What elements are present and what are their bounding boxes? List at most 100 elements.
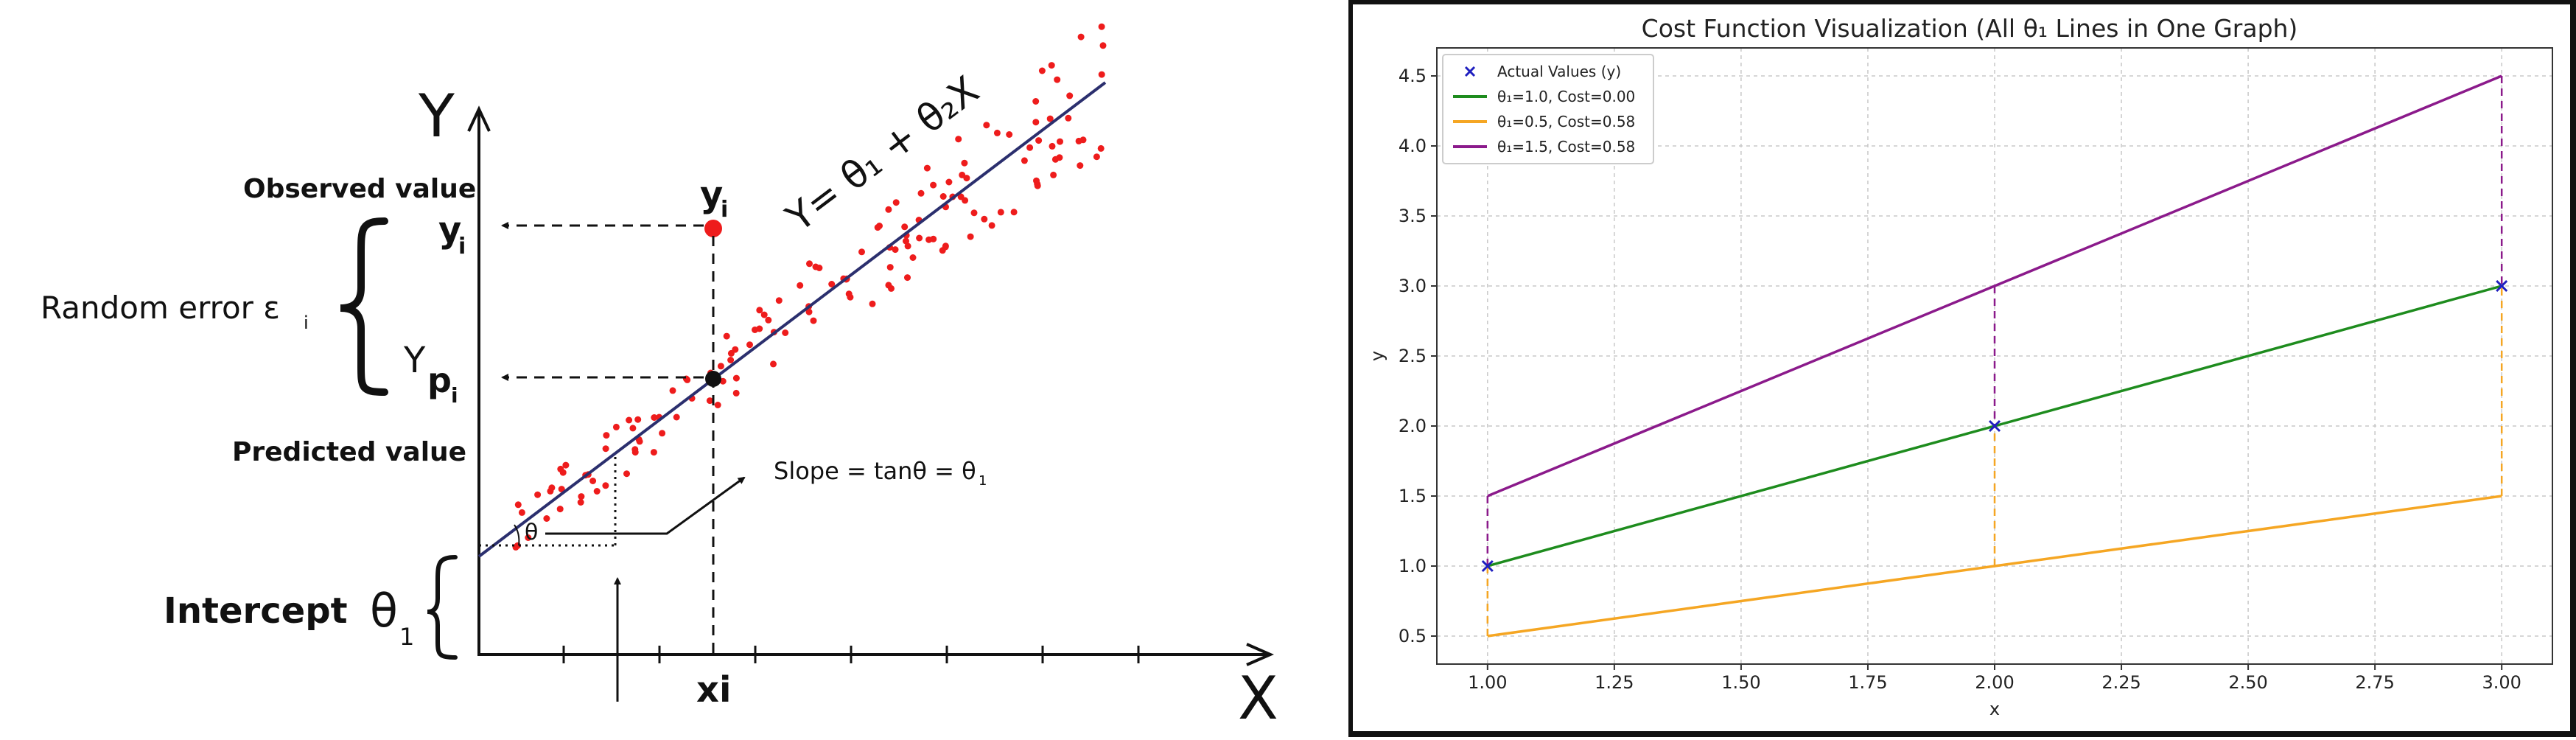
scatter-point	[967, 233, 974, 240]
scatter-point	[732, 374, 740, 382]
scatter-point	[602, 445, 609, 453]
legend-item: θ₁=1.0, Cost=0.00	[1453, 88, 1635, 105]
scatter-point	[1093, 153, 1100, 161]
scatter-point	[518, 509, 525, 516]
svg-text:1: 1	[979, 473, 987, 489]
x-axis-title: x	[1989, 699, 2000, 719]
scatter-point	[981, 215, 988, 223]
y-tick-label: 1.0	[1399, 556, 1427, 576]
scatter-point	[562, 461, 570, 469]
scatter-point	[916, 234, 923, 242]
svg-text:i: i	[451, 383, 458, 408]
yi-point-label: y i	[700, 174, 728, 223]
scatter-point	[629, 425, 637, 432]
x-tick-label: 1.50	[1721, 672, 1760, 693]
equation-label: Y= θ₁ + θ₂X	[778, 68, 987, 241]
scatter-point	[942, 243, 949, 251]
svg-text:θ: θ	[370, 584, 398, 638]
chart-svg: Cost Function Visualization (All θ₁ Line…	[1353, 4, 2570, 731]
svg-text:y: y	[438, 209, 461, 251]
scatter-point	[959, 171, 966, 178]
legend-label: θ₁=1.5, Cost=0.58	[1497, 138, 1635, 156]
intercept-brace	[427, 555, 458, 660]
theta-label: θ	[525, 520, 538, 545]
y-tick-label: 0.5	[1399, 626, 1427, 646]
xi-label: xi	[696, 669, 731, 711]
scatter-point	[1051, 156, 1059, 163]
scatter-point	[970, 209, 978, 217]
scatter-point	[1010, 209, 1018, 216]
legend-item: θ₁=0.5, Cost=0.58	[1453, 113, 1635, 130]
x-tick-label: 1.75	[1848, 672, 1887, 693]
regression-diagram: Y X θ Y= θ₁ + θ₂X Observed value y i y i…	[41, 23, 1278, 733]
svg-text:p: p	[427, 360, 452, 400]
x-tick-label: 2.25	[2101, 672, 2141, 693]
scatter-point	[962, 197, 969, 204]
scatter-point	[626, 416, 633, 424]
scatter-point	[892, 199, 900, 206]
intercept-label: Intercept θ 1	[164, 584, 414, 651]
scatter-point	[717, 363, 724, 370]
scatter-point	[669, 387, 676, 394]
actual-value-marker	[2496, 279, 2508, 293]
scatter-point	[577, 499, 584, 506]
legend-box	[1442, 54, 1654, 164]
series-line	[1487, 74, 2502, 498]
x-axis-arrow	[1246, 643, 1274, 666]
scatter-point	[770, 360, 777, 368]
scatter-point	[1046, 115, 1054, 122]
scatter-point	[869, 300, 876, 307]
observed-value-label: Observed value	[243, 174, 476, 204]
scatter-point	[1077, 33, 1085, 41]
scatter-point	[903, 237, 909, 245]
legend-item: θ₁=1.5, Cost=0.58	[1453, 138, 1635, 156]
scatter-point	[1032, 98, 1040, 105]
scatter-point	[727, 357, 735, 363]
svg-text:y: y	[700, 174, 723, 215]
x-tick-label: 2.50	[2228, 672, 2267, 693]
scatter-point	[578, 493, 585, 500]
scatter-point	[997, 209, 1004, 216]
scatter-point	[593, 488, 601, 495]
scatter-point	[805, 308, 813, 315]
scatter-point	[756, 307, 763, 314]
predicted-value-label: Predicted value	[232, 437, 466, 467]
slope-label: Slope = tanθ = θ 1	[774, 457, 987, 489]
actual-value-markers	[1481, 279, 2508, 573]
scatter-point	[892, 246, 899, 254]
scatter-point	[886, 264, 894, 271]
scatter-point	[556, 506, 564, 513]
scatter-point	[1035, 137, 1043, 144]
scatter-point	[909, 254, 917, 261]
x-axis-ticks	[562, 646, 1140, 663]
y-tick-label: 2.0	[1399, 416, 1427, 436]
scatter-point	[602, 482, 609, 489]
scatter-point	[993, 129, 1001, 136]
legend-label: Actual Values (y)	[1497, 63, 1621, 80]
scatter-point	[1048, 62, 1055, 69]
x-tick-label: 2.00	[1975, 672, 2014, 693]
scatter-point	[904, 274, 911, 282]
scatter-point	[847, 293, 854, 301]
scatter-point	[961, 159, 968, 167]
chart-title: Cost Function Visualization (All θ₁ Line…	[1642, 14, 2298, 43]
x-axis-label: X	[1238, 664, 1278, 733]
scatter-point	[983, 122, 990, 129]
svg-text:i: i	[721, 197, 728, 223]
scatter-point	[858, 248, 865, 256]
slope-pointer	[545, 476, 746, 535]
scatter-point	[1075, 137, 1082, 144]
scatter-point	[548, 484, 556, 492]
scatter-point	[558, 486, 565, 493]
x-tick-label: 1.25	[1595, 672, 1634, 693]
scatter-point	[1077, 162, 1084, 170]
scatter-point	[1033, 177, 1040, 184]
y-tick-label: 3.5	[1399, 206, 1427, 226]
scatter-point	[939, 193, 947, 200]
random-error-label: Random error ε i	[41, 290, 309, 333]
scatter-point	[623, 470, 630, 478]
y-tick-label: 4.5	[1399, 66, 1427, 86]
scatter-point	[828, 281, 836, 287]
scatter-point	[634, 416, 642, 423]
scatter-point	[514, 501, 522, 509]
